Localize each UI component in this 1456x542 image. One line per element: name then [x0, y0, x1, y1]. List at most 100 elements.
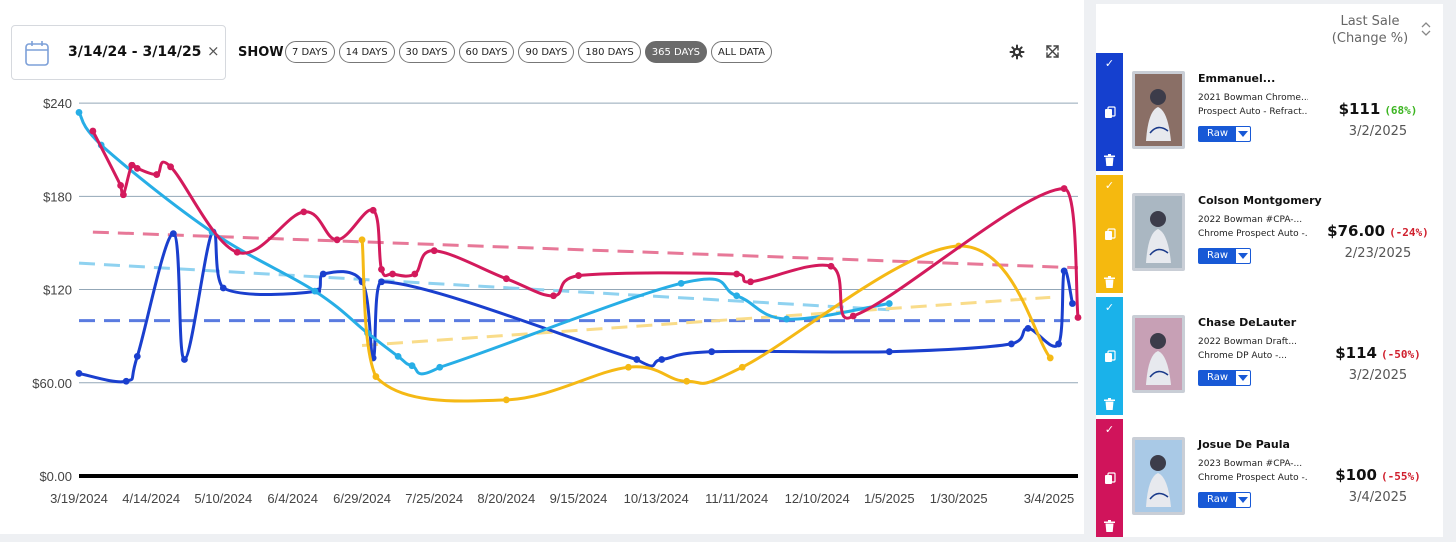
- date-range-picker[interactable]: 3/14/24 - 3/14/25 ×: [11, 25, 226, 80]
- copy-icon[interactable]: [1096, 470, 1123, 489]
- card-description-line1: 2021 Bowman Chrome...: [1198, 93, 1308, 103]
- last-sale-price: $100 (-55%): [1318, 466, 1438, 484]
- last-sale-price: $76.00 (-24%): [1318, 222, 1438, 240]
- series-3-point: [1074, 314, 1082, 321]
- trash-icon[interactable]: [1096, 273, 1123, 292]
- x-tick-label: 3/4/2025: [1024, 491, 1075, 506]
- card-item[interactable]: ✓ Emmanuel... 2021 Bowman Chrome... Pros…: [1096, 53, 1443, 171]
- price-value: $76.00: [1327, 222, 1386, 240]
- series-2-point: [502, 396, 510, 404]
- x-tick-label: 9/15/2024: [550, 491, 608, 506]
- x-tick-label: 1/30/2025: [930, 491, 988, 506]
- gear-icon[interactable]: [1009, 44, 1025, 60]
- range-30-days[interactable]: 30 DAYS: [398, 41, 455, 63]
- check-icon[interactable]: ✓: [1104, 57, 1115, 70]
- y-tick-label: $180: [43, 189, 72, 204]
- grade-label: Raw: [1199, 493, 1236, 507]
- copy-icon[interactable]: [1096, 226, 1123, 245]
- series-0-point: [181, 356, 188, 363]
- range-7-days[interactable]: 7 DAYS: [285, 41, 335, 63]
- grade-dropdown[interactable]: Raw: [1198, 370, 1251, 386]
- series-0-point: [378, 278, 385, 286]
- copy-icon[interactable]: [1096, 104, 1123, 123]
- trash-icon[interactable]: [1096, 151, 1123, 170]
- series-3-point: [411, 270, 419, 278]
- x-tick-label: 8/20/2024: [477, 491, 535, 506]
- copy-icon[interactable]: [1096, 348, 1123, 367]
- series-3-point: [120, 191, 127, 199]
- range-90-days[interactable]: 90 DAYS: [518, 41, 575, 63]
- clear-date-icon[interactable]: ×: [207, 42, 220, 60]
- card-description-line2: Chrome Prospect Auto -...: [1198, 473, 1308, 483]
- series-0-point: [75, 370, 83, 377]
- series-2-point: [738, 363, 746, 371]
- grade-dropdown[interactable]: Raw: [1198, 126, 1251, 142]
- series-1-trendline: [78, 261, 890, 312]
- series-0-point: [1024, 324, 1032, 332]
- series-3-point: [430, 247, 438, 255]
- series-3-point: [827, 262, 835, 270]
- x-tick-label: 3/19/2024: [50, 491, 108, 506]
- trash-icon[interactable]: [1096, 395, 1123, 414]
- series-3-point: [333, 236, 341, 244]
- card-thumbnail: [1132, 315, 1185, 393]
- card-item[interactable]: ✓ Colson Montgomery 2022 Bowman #CPA-...…: [1096, 175, 1443, 293]
- card-player-name[interactable]: Chase DeLauter: [1198, 316, 1297, 329]
- grade-label: Raw: [1199, 249, 1236, 263]
- card-player-name[interactable]: Josue De Paula: [1198, 438, 1290, 451]
- series-1-point: [394, 352, 402, 360]
- range-180-days[interactable]: 180 DAYS: [578, 41, 641, 63]
- series-0-point: [219, 284, 227, 292]
- series-1-point: [311, 287, 319, 295]
- calendar-icon: [25, 41, 49, 66]
- series-1-point: [885, 300, 893, 307]
- range-14-days[interactable]: 14 DAYS: [338, 41, 395, 63]
- series-3-point: [300, 208, 308, 216]
- series-2-point: [625, 363, 632, 371]
- last-sale-header: Last Sale (Change %): [1320, 13, 1420, 47]
- last-sale-date: 2/23/2025: [1344, 246, 1412, 261]
- series-3-point: [117, 182, 125, 189]
- card-description-line2: Chrome Prospect Auto -...: [1198, 229, 1308, 239]
- last-sale-price: $114 (-50%): [1318, 344, 1438, 362]
- last-sale-price: $111 (68%): [1318, 100, 1438, 118]
- series-3-point: [747, 278, 754, 286]
- series-1-point: [436, 363, 444, 371]
- trash-icon[interactable]: [1096, 517, 1123, 536]
- series-3-point: [233, 248, 241, 256]
- y-tick-label: $60.00: [32, 376, 72, 391]
- chevron-down-icon: [1238, 375, 1248, 381]
- y-tick-label: $240: [43, 96, 72, 111]
- card-item[interactable]: ✓ Josue De Paula 2023 Bowman #CPA-... Ch…: [1096, 419, 1443, 537]
- series-3-point: [1060, 185, 1068, 192]
- card-player-name[interactable]: Emmanuel...: [1198, 72, 1276, 85]
- show-label: SHOW: [238, 45, 284, 60]
- range-60-days[interactable]: 60 DAYS: [458, 41, 515, 63]
- grade-dropdown[interactable]: Raw: [1198, 492, 1251, 508]
- check-icon[interactable]: ✓: [1104, 301, 1115, 314]
- x-tick-label: 7/25/2024: [405, 491, 463, 506]
- range-all-data[interactable]: ALL DATA: [711, 41, 772, 63]
- date-range-text: 3/14/24 - 3/14/25: [68, 44, 202, 60]
- sort-icon[interactable]: [1421, 22, 1431, 36]
- series-0-point: [1060, 267, 1068, 275]
- series-0-point: [122, 377, 130, 385]
- price-change: (68%): [1384, 104, 1418, 117]
- series-1-line: [77, 111, 890, 376]
- last-sale-header-sub: (Change %): [1331, 31, 1409, 46]
- x-tick-label: 4/14/2024: [122, 491, 180, 506]
- grade-dropdown[interactable]: Raw: [1198, 248, 1251, 264]
- price-value: $114: [1335, 344, 1377, 362]
- expand-icon[interactable]: [1045, 44, 1060, 59]
- series-1-point: [75, 109, 83, 116]
- card-item[interactable]: ✓ Chase DeLauter 2022 Bowman Draft... Ch…: [1096, 297, 1443, 415]
- check-icon[interactable]: ✓: [1104, 423, 1115, 436]
- card-player-name[interactable]: Colson Montgomery: [1198, 194, 1322, 207]
- last-sale-header-title: Last Sale: [1340, 14, 1400, 29]
- series-0-point: [133, 352, 141, 360]
- check-icon[interactable]: ✓: [1104, 179, 1115, 192]
- price-chart: $0.00 $60.00 $120 $180 $240 3/19/2024 4/14/202…: [32, 96, 1082, 506]
- series-0-point: [319, 270, 327, 278]
- range-365-days[interactable]: 365 DAYS: [644, 41, 708, 63]
- card-color-strip: ✓: [1096, 419, 1123, 537]
